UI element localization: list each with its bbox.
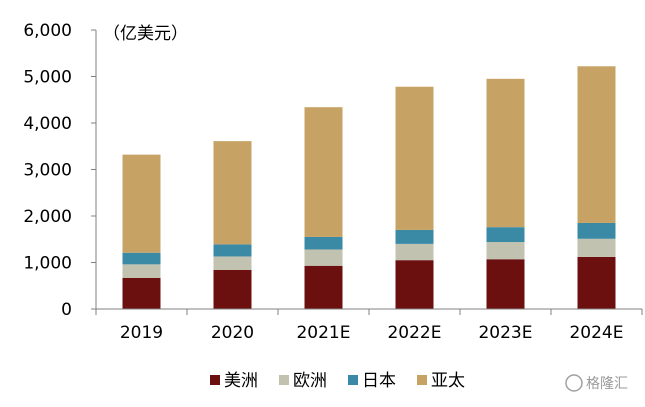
bar-segment	[486, 227, 525, 243]
bar-segment	[213, 141, 252, 245]
y-tick-label: 4,000	[23, 114, 72, 134]
y-tick-label: 0	[61, 300, 72, 320]
y-axis: 0 1,000 2,000 3,000 4,000 5,000 6,000	[23, 21, 97, 320]
bar-segment	[304, 265, 343, 309]
bar-segment	[122, 277, 161, 309]
x-tick-label: 2024E	[569, 323, 623, 343]
bar-segment	[577, 222, 616, 239]
bar-segment	[577, 238, 616, 257]
legend-swatch	[348, 375, 358, 385]
legend-swatch	[417, 375, 427, 385]
bars	[122, 66, 616, 309]
x-tick-label: 2022E	[387, 323, 441, 343]
watermark-text: 格隆汇	[586, 376, 628, 392]
watermark: 格隆汇	[565, 374, 628, 392]
bar-segment	[577, 256, 616, 309]
bar-segment	[395, 229, 434, 244]
bar-segment	[122, 154, 161, 253]
y-tick-label: 2,000	[23, 207, 72, 227]
y-tick-label: 1,000	[23, 254, 72, 274]
bar-segment	[304, 249, 343, 266]
bar-segment	[122, 264, 161, 278]
x-tick-label: 2021E	[296, 323, 350, 343]
bar-segment	[213, 269, 252, 309]
bar-segment	[577, 66, 616, 223]
bar-segment	[213, 256, 252, 270]
bar-segment	[395, 260, 434, 309]
x-tick-label: 2023E	[478, 323, 532, 343]
bar-segment	[486, 259, 525, 309]
y-tick-label: 6,000	[23, 21, 72, 41]
legend-swatch	[279, 375, 289, 385]
gelonghui-logo-icon	[565, 374, 583, 392]
legend: 美洲 欧洲 日本 亚太	[210, 371, 465, 391]
x-axis: 2019 2020 2021E 2022E 2023E 2024E	[95, 308, 643, 343]
bar-segment	[395, 86, 434, 230]
bar-segment	[304, 107, 343, 237]
x-tick-label: 2020	[211, 323, 254, 343]
bar-segment	[486, 242, 525, 260]
legend-label: 欧洲	[293, 371, 327, 391]
bar-segment	[486, 78, 525, 228]
unit-label: （亿美元）	[103, 24, 188, 44]
bar-segment	[122, 252, 161, 265]
legend-swatch	[210, 375, 220, 385]
legend-label: 亚太	[431, 371, 465, 391]
legend-label: 日本	[362, 371, 396, 391]
legend-label: 美洲	[224, 371, 258, 391]
bar-segment	[304, 236, 343, 250]
y-tick-label: 5,000	[23, 68, 72, 88]
x-tick-label: 2019	[120, 323, 163, 343]
y-tick-label: 3,000	[23, 161, 72, 181]
bar-segment	[395, 243, 434, 261]
bar-segment	[213, 244, 252, 257]
